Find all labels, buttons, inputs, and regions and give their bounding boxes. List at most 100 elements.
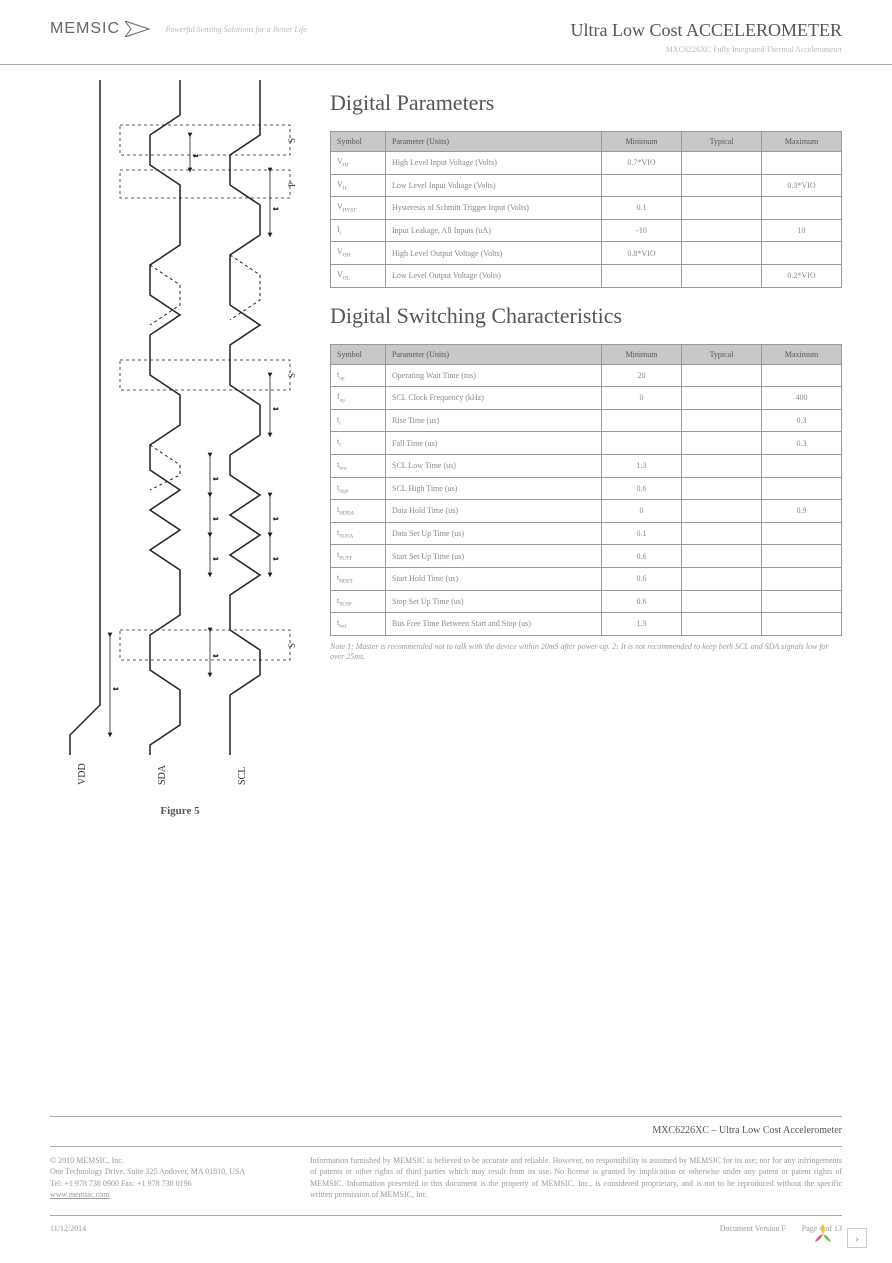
cell-param: Fall Time (us): [386, 432, 602, 455]
svg-text:S: S: [287, 373, 297, 378]
column-header: Maximum: [762, 344, 842, 364]
svg-text:t: t: [111, 687, 120, 690]
cell-symbol: VIH: [331, 152, 386, 175]
copyright: © 2010 MEMSIC, Inc.: [50, 1155, 270, 1166]
cell-param: Bus Free Time Between Start and Stop (us…: [386, 613, 602, 636]
table-row: tfFall Time (us)0.3: [331, 432, 842, 455]
cell-min: 1.3: [602, 454, 682, 477]
cell-symbol: VHYST: [331, 197, 386, 220]
table-row: VOLLow Level Output Voltage (Volts) 0.2*V…: [331, 264, 842, 287]
cell-max: 10: [762, 219, 842, 242]
footer-date: 11/12/2014: [50, 1224, 86, 1233]
cell-min: 0: [602, 387, 682, 410]
table-row: tbufBus Free Time Between Start and Stop…: [331, 613, 842, 636]
page-header: MEMSIC Powerful Sensing Solutions for a …: [0, 0, 892, 65]
cell-typ: [682, 500, 762, 523]
cell-max: [762, 454, 842, 477]
column-header: Maximum: [762, 132, 842, 152]
cell-min: 1.3: [602, 613, 682, 636]
svg-text:t: t: [211, 557, 220, 560]
svg-text:t: t: [191, 154, 200, 157]
cell-max: [762, 477, 842, 500]
cell-min: 0.1: [602, 522, 682, 545]
column-header: Symbol: [331, 344, 386, 364]
cell-min: [602, 432, 682, 455]
app-badge-icon: [809, 1220, 837, 1248]
table-row: VHYSTHysteresis of Schmitt Trigger Input…: [331, 197, 842, 220]
cell-min: [602, 174, 682, 197]
cell-typ: [682, 613, 762, 636]
svg-text:t: t: [211, 477, 220, 480]
table-row: VIHHigh Level Input Voltage (Volts)0.7*V…: [331, 152, 842, 175]
cell-symbol: Ii: [331, 219, 386, 242]
table-row: VILLow Level Input Voltage (Volts) 0.3*VI…: [331, 174, 842, 197]
cell-param: SCL High Time (us): [386, 477, 602, 500]
cell-param: Low Level Input Voltage (Volts): [386, 174, 602, 197]
cell-param: Input Leakage, All Inputs (uA): [386, 219, 602, 242]
logo-text: MEMSIC: [50, 20, 155, 38]
cell-symbol: tHDDA: [331, 500, 386, 523]
table-row: tSUSPStop Set Up Time (us)0.6: [331, 590, 842, 613]
cell-symbol: tlow: [331, 454, 386, 477]
content-area: VDD SDA SCL S P S: [0, 65, 892, 817]
cell-min: 0.1: [602, 197, 682, 220]
address: One Technology Drive, Suite 325 Andover,…: [50, 1166, 270, 1177]
cell-param: Operating Wait Time (ms): [386, 364, 602, 387]
main-title: Ultra Low Cost ACCELEROMETER: [571, 20, 843, 41]
table2-heading: Digital Switching Characteristics: [330, 303, 842, 329]
footer-company-info: © 2010 MEMSIC, Inc. One Technology Drive…: [50, 1155, 270, 1200]
cell-min: 0.7*VIO: [602, 152, 682, 175]
timing-diagram: VDD SDA SCL S P S: [50, 75, 310, 795]
cell-symbol: tr: [331, 409, 386, 432]
svg-text:SCL: SCL: [237, 767, 248, 785]
sub-title: MXC6226XC Fully Integrated Thermal Accel…: [571, 45, 843, 54]
cell-typ: [682, 242, 762, 265]
cell-symbol: VOL: [331, 264, 386, 287]
cell-param: Start Hold Time (us): [386, 567, 602, 590]
column-header: Symbol: [331, 132, 386, 152]
tel: Tel: +1 978 738 0900 Fax: +1 978 738 019…: [50, 1178, 270, 1189]
cell-min: [602, 264, 682, 287]
cell-symbol: tSUSP: [331, 590, 386, 613]
next-page-button[interactable]: ›: [847, 1228, 867, 1248]
cell-typ: [682, 174, 762, 197]
cell-max: [762, 545, 842, 568]
cell-symbol: VOH: [331, 242, 386, 265]
footer-part-title: MXC6226XC – Ultra Low Cost Accelerometer: [50, 1116, 842, 1136]
figure-caption: Figure 5: [50, 805, 310, 817]
website-link[interactable]: www.memsic.com: [50, 1189, 270, 1200]
cell-symbol: thigh: [331, 477, 386, 500]
cell-typ: [682, 590, 762, 613]
svg-text:t: t: [211, 654, 220, 657]
cell-param: Rise Time (us): [386, 409, 602, 432]
tagline: Powerful Sensing Solutions for a Better …: [165, 25, 306, 34]
cell-min: 0.6: [602, 590, 682, 613]
cell-param: Data Set Up Time (us): [386, 522, 602, 545]
cell-typ: [682, 387, 762, 410]
cell-max: 0.3: [762, 432, 842, 455]
table-row: tSUDAData Set Up Time (us)0.1: [331, 522, 842, 545]
cell-param: Stop Set Up Time (us): [386, 590, 602, 613]
cell-max: 0.3*VIO: [762, 174, 842, 197]
cell-max: 0.2*VIO: [762, 264, 842, 287]
svg-text:t: t: [271, 557, 280, 560]
cell-symbol: fop: [331, 387, 386, 410]
cell-typ: [682, 152, 762, 175]
cell-min: 20: [602, 364, 682, 387]
cell-symbol: VIL: [331, 174, 386, 197]
cell-param: SCL Clock Frequency (kHz): [386, 387, 602, 410]
cell-min: 0: [602, 500, 682, 523]
table-row: thighSCL High Time (us)0.6: [331, 477, 842, 500]
svg-text:t: t: [271, 207, 280, 210]
cell-symbol: tSUDA: [331, 522, 386, 545]
cell-param: High Level Input Voltage (Volts): [386, 152, 602, 175]
cell-min: 0.6: [602, 567, 682, 590]
svg-text:t: t: [211, 517, 220, 520]
cell-param: Hysteresis of Schmitt Trigger Input (Vol…: [386, 197, 602, 220]
cell-typ: [682, 432, 762, 455]
cell-param: SCL Low Time (us): [386, 454, 602, 477]
cell-typ: [682, 545, 762, 568]
cell-param: Low Level Output Voltage (Volts): [386, 264, 602, 287]
cell-typ: [682, 567, 762, 590]
cell-typ: [682, 477, 762, 500]
